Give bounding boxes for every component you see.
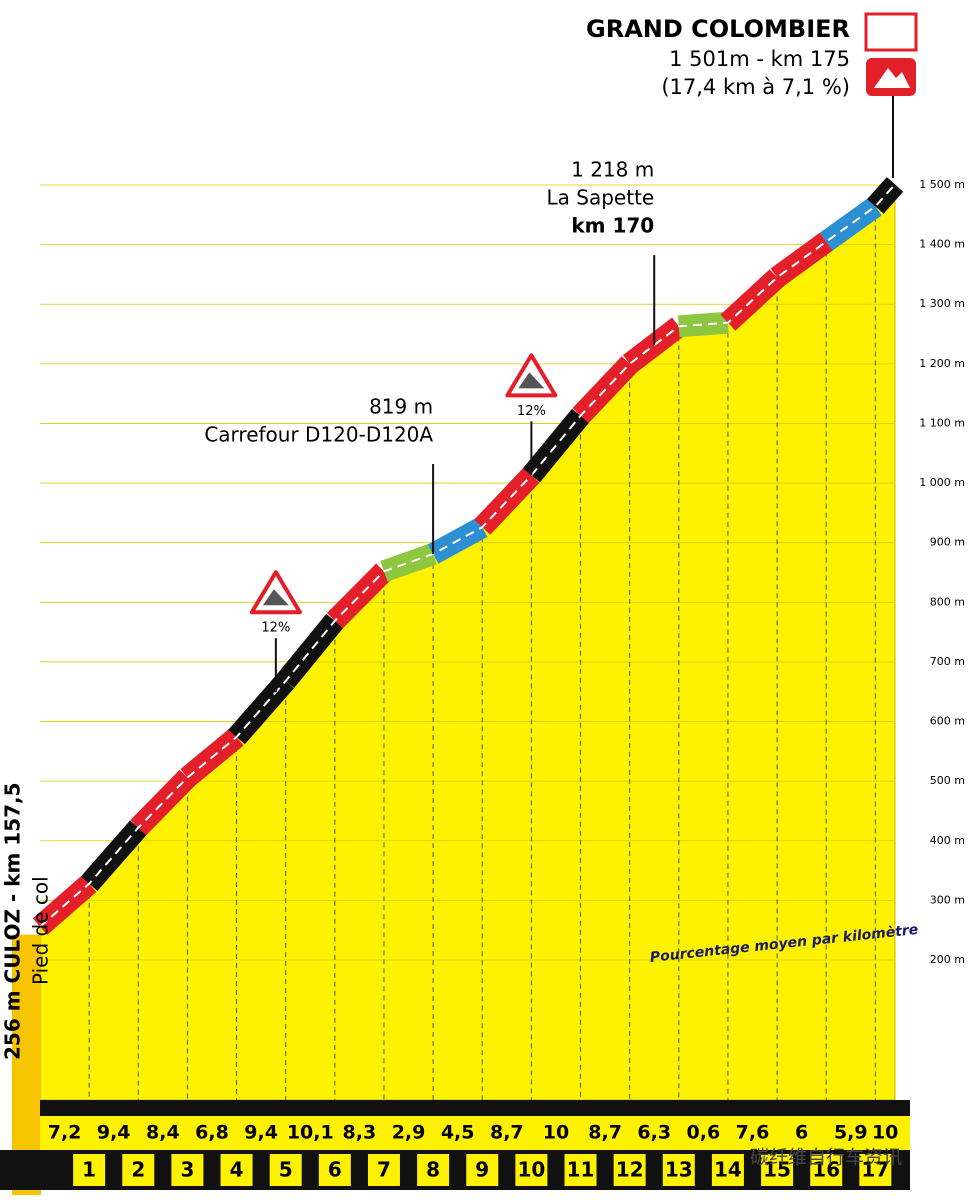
x-tick-label: 12 bbox=[616, 1158, 644, 1182]
y-tick-label: 800 m bbox=[930, 595, 965, 608]
gradient-label: 10,1 bbox=[287, 1122, 334, 1144]
gradient-label: 6 bbox=[795, 1122, 808, 1144]
km-box bbox=[318, 1154, 351, 1186]
km-box bbox=[220, 1154, 253, 1186]
km-box bbox=[367, 1154, 400, 1186]
warning-label: 12% bbox=[517, 404, 546, 419]
gradient-label: 9,4 bbox=[97, 1122, 131, 1144]
x-tick-label: 6 bbox=[328, 1158, 342, 1182]
warning-icon bbox=[518, 372, 545, 389]
km-box bbox=[662, 1154, 695, 1186]
km-box bbox=[810, 1154, 843, 1186]
y-tick-label: 1 300 m bbox=[919, 297, 965, 310]
x-tick-label: 8 bbox=[426, 1158, 440, 1182]
x-tick-label: 1 bbox=[82, 1158, 96, 1182]
base-band bbox=[40, 1100, 910, 1116]
x-tick-label: 11 bbox=[567, 1158, 595, 1182]
y-tick-label: 900 m bbox=[930, 536, 965, 549]
start-label: Pied de col bbox=[29, 876, 53, 985]
gradient-label: 6,3 bbox=[637, 1122, 671, 1144]
y-tick-label: 1 400 m bbox=[919, 238, 965, 251]
annotation-text: 1 218 m bbox=[571, 158, 654, 182]
km-box bbox=[711, 1154, 744, 1186]
gradient-label: 8,7 bbox=[588, 1122, 622, 1144]
gradient-label: 6,8 bbox=[195, 1122, 229, 1144]
x-tick-label: 13 bbox=[665, 1158, 693, 1182]
gradient-label: 5,9 bbox=[834, 1122, 868, 1144]
y-tick-label: 1 500 m bbox=[919, 178, 965, 191]
x-tick-label: 16 bbox=[812, 1158, 840, 1182]
x-tick-label: 15 bbox=[763, 1158, 791, 1182]
x-tick-label: 9 bbox=[475, 1158, 489, 1182]
x-tick-label: 5 bbox=[279, 1158, 293, 1182]
y-tick-label: 200 m bbox=[930, 953, 965, 966]
y-tick-label: 500 m bbox=[930, 774, 965, 787]
warning-icon bbox=[262, 589, 289, 606]
km-box bbox=[564, 1154, 597, 1186]
warning-label: 12% bbox=[261, 621, 290, 636]
km-box bbox=[761, 1154, 794, 1186]
start-label: 256 m CULOZ - km 157,5 bbox=[1, 782, 25, 1060]
y-tick-label: 600 m bbox=[930, 715, 965, 728]
gradient-label: 8,7 bbox=[490, 1122, 524, 1144]
gradient-label: 8,4 bbox=[146, 1122, 180, 1144]
subtitle: (17,4 km à 7,1 %) bbox=[661, 75, 850, 99]
km-box bbox=[122, 1154, 155, 1186]
gradient-label: 0,6 bbox=[687, 1122, 721, 1144]
x-tick-label: 3 bbox=[180, 1158, 194, 1182]
gradient-label: 7,2 bbox=[48, 1122, 82, 1144]
ribbon-dash bbox=[39, 183, 896, 928]
y-tick-label: 400 m bbox=[930, 834, 965, 847]
gradient-label: 10 bbox=[872, 1122, 898, 1144]
gradient-label: 8,3 bbox=[343, 1122, 377, 1144]
annotation-text: 819 m bbox=[369, 395, 433, 419]
gradient-segment bbox=[380, 543, 437, 582]
y-tick-label: 700 m bbox=[930, 655, 965, 668]
annotation-text: km 170 bbox=[571, 214, 654, 238]
x-tick-label: 10 bbox=[517, 1158, 545, 1182]
km-box bbox=[613, 1154, 646, 1186]
y-tick-label: 1 200 m bbox=[919, 357, 965, 370]
gradient-label: 2,9 bbox=[392, 1122, 426, 1144]
annotation-text: Carrefour D120-D120A bbox=[204, 423, 433, 447]
subtitle: 1 501m - km 175 bbox=[669, 47, 850, 71]
summit-icons bbox=[864, 12, 918, 178]
x-tick-label: 4 bbox=[230, 1158, 244, 1182]
km-box bbox=[417, 1154, 450, 1186]
gradient-label: 10 bbox=[543, 1122, 569, 1144]
km-box bbox=[269, 1154, 302, 1186]
gradient-label: 7,6 bbox=[736, 1122, 770, 1144]
km-box bbox=[515, 1154, 548, 1186]
gradient-label: 4,5 bbox=[441, 1122, 475, 1144]
annotation-text: La Sapette bbox=[547, 186, 655, 210]
x-tick-label: 14 bbox=[714, 1158, 742, 1182]
km-box bbox=[171, 1154, 204, 1186]
x-tick-label: 17 bbox=[861, 1158, 889, 1182]
y-tick-label: 1 100 m bbox=[919, 416, 965, 429]
km-box bbox=[73, 1154, 106, 1186]
gradient-label: 9,4 bbox=[244, 1122, 278, 1144]
x-tick-label: 7 bbox=[377, 1158, 391, 1182]
x-tick-label: 2 bbox=[131, 1158, 145, 1182]
y-tick-label: 1 000 m bbox=[919, 476, 965, 489]
chart-title: GRAND COLOMBIER bbox=[586, 15, 850, 43]
profile-area bbox=[39, 183, 896, 1101]
km-box bbox=[466, 1154, 499, 1186]
gradient-band bbox=[40, 1116, 910, 1150]
km-box bbox=[859, 1154, 892, 1186]
watermark: 碳纤维自行车资讯 bbox=[750, 1147, 902, 1169]
y-tick-label: 300 m bbox=[930, 893, 965, 906]
